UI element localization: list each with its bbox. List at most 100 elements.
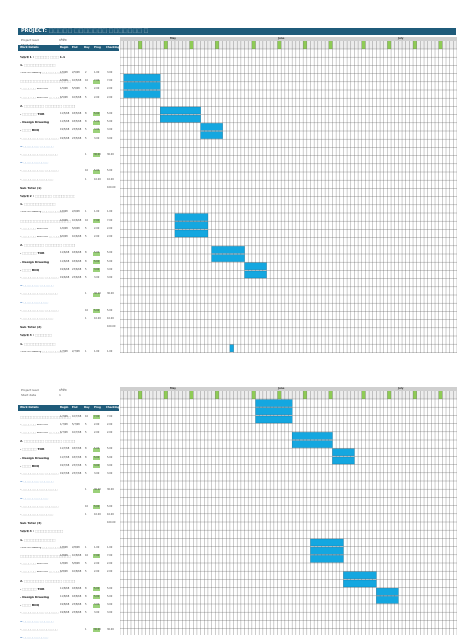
col-pct: Prog xyxy=(94,406,101,409)
task-progress: 10.00 xyxy=(94,512,101,516)
weekend-highlight xyxy=(163,41,168,49)
weekend-highlight xyxy=(438,41,443,49)
task-row: 1. ⬚⬚⬚⬚⬚⬚⬚⬚⬚⬚⬚ xyxy=(18,201,119,209)
gantt-bar xyxy=(310,547,344,555)
task-hours: 5.00 xyxy=(107,251,113,255)
progress-highlight xyxy=(93,219,100,224)
task-name: - ⬚⬚⬚⬚ ⬚⬚ Boom Lift ⬚⬚ ⬚⬚⬚ xyxy=(20,571,61,574)
task-hours: 2.00 xyxy=(107,226,113,230)
progress-highlight xyxy=(93,169,100,174)
task-days: 5 xyxy=(85,226,87,230)
task-name: Sub Total (3) xyxy=(20,522,42,526)
task-row: - ⬚⬚⬚⬚⬚⬚⬚⬚⬚⬚⬚⬚⬚⬚⬚⬚ 1 30.00 30.00 xyxy=(18,626,119,634)
task-start-date: 6/5/68 xyxy=(60,95,68,99)
task-end-date: 5/6/68 xyxy=(72,226,80,230)
progress-highlight xyxy=(93,153,100,158)
task-row: 4. ⬚⬚⬚⬚⬚⬚⬚⬚⬚⬚⬚ xyxy=(18,299,119,307)
task-start-date: 19/6/68 xyxy=(60,267,70,271)
task-row: 3. ⬚⬚⬚⬚⬚⬚⬚ ⬚⬚⬚⬚⬚⬚ xyxy=(18,143,119,151)
task-days: 5 xyxy=(85,570,87,574)
task-row: - Kick Off Meeting ⬚⬚⬚⬚⬚⬚⬚⬚⬚⬚ 1/7/68 2/7/6… xyxy=(18,348,119,356)
task-name: - ⬚⬚⬚⬚ ⬚⬚ Boom Lift ⬚⬚ ⬚⬚⬚ xyxy=(20,431,61,434)
gantt-sheet-1: PROJECT: ⬚⬚⬚⬚⬚ ⬚⬚⬚⬚⬚⬚⬚ ⬚⬚⬚⬚⬚⬚⬚ ⬚ Project… xyxy=(18,28,457,353)
task-hours: 5.00 xyxy=(107,111,113,115)
gantt-sheet-2: Project lead บริษัท Start date 1 May Jun… xyxy=(18,386,457,639)
task-hours: 5.00 xyxy=(107,120,113,124)
task-start-date: 6/8/68 xyxy=(60,570,68,574)
gantt-bar xyxy=(310,538,344,547)
task-name: - Kick Off Meeting ⬚⬚⬚⬚⬚⬚⬚⬚⬚⬚ xyxy=(20,350,65,353)
task-progress: 7.00 xyxy=(94,79,100,83)
progress-highlight xyxy=(93,488,100,493)
task-start-date: 19/7/68 xyxy=(60,463,70,467)
gantt-bar xyxy=(174,213,209,221)
task-end-date: 2/5/68 xyxy=(72,70,80,74)
task-name: - ⬚⬚⬚⬚⬚⬚⬚⬚⬚⬚⬚⬚⬚⬚ xyxy=(20,178,54,181)
task-progress: 5.00 xyxy=(94,111,100,115)
task-hours: 2.00 xyxy=(107,562,113,566)
column-header: Work Details Begin End Day Prog Checking xyxy=(18,405,119,411)
meta-label: Start date xyxy=(21,393,37,397)
task-days: 1 xyxy=(85,488,87,492)
task-hours: 30.00 xyxy=(107,627,114,631)
task-progress: 2.00 xyxy=(94,226,100,230)
task-end-date: 2/8/68 xyxy=(72,545,80,549)
col-days: Day xyxy=(84,406,90,409)
task-start-date: 1/8/68 xyxy=(60,562,68,566)
weekend-highlight xyxy=(303,41,307,49)
progress-highlight xyxy=(93,112,100,117)
task-name: ระยะที่ 3 : ⬚⬚⬚⬚⬚⬚ xyxy=(20,334,52,338)
gantt-bar xyxy=(332,456,355,465)
task-days: 1 xyxy=(85,292,87,296)
task-start-date: 1/8/68 xyxy=(60,553,68,557)
meta-row-1: Project lead บริษัท xyxy=(21,388,66,392)
month-label: June xyxy=(278,37,285,40)
task-name: - ⬚⬚⬚⬚⬚ TOR xyxy=(20,448,45,452)
task-row: 2. ⬚⬚⬚⬚⬚⬚⬚ ⬚⬚⬚⬚⬚⬚ ⬚⬚⬚⬚⬚⬚ TOR xyxy=(18,242,119,250)
page-title: PROJECT: ⬚⬚⬚⬚⬚ ⬚⬚⬚⬚⬚⬚⬚ ⬚⬚⬚⬚⬚⬚⬚ ⬚ xyxy=(18,28,456,35)
task-row: ระยะที่ 4 : ⬚⬚⬚⬚⬚⬚⬚⬚⬚⬚ xyxy=(18,528,119,536)
task-row: - ⬚⬚⬚⬚ ⬚⬚ Boom Lift ⬚⬚ ⬚⬚⬚ 6/6/68 10/6/68 5… xyxy=(18,233,119,241)
task-name: - Kick Off Meeting ⬚⬚⬚⬚⬚⬚⬚⬚⬚⬚ xyxy=(20,211,65,214)
task-name: 4. ⬚⬚⬚⬚⬚⬚⬚⬚⬚⬚⬚ xyxy=(20,162,49,165)
task-end-date: 18/5/68 xyxy=(72,120,82,124)
task-hours: 5.00 xyxy=(107,586,113,590)
task-start-date: 11/8/68 xyxy=(60,594,70,598)
task-hours: 100.00 xyxy=(107,521,116,525)
task-name: - ⬚⬚⬚⬚⬚⬚⬚⬚⬚⬚ ⬚⬚⬚⬚⬚⬚ xyxy=(20,505,59,508)
gantt-bar xyxy=(211,246,245,254)
task-name: - ⬚⬚⬚⬚⬚⬚⬚⬚⬚⬚ ⬚⬚⬚⬚⬚⬚ xyxy=(20,472,59,475)
month-header: May June July xyxy=(120,37,457,41)
task-days: 1 xyxy=(85,152,87,156)
task-end-date: 2/7/68 xyxy=(72,349,80,353)
task-row: - ⬚⬚⬚⬚⬚⬚⬚⬚⬚⬚⬚⬚⬚⬚ 1 10.00 10.00 xyxy=(18,511,119,519)
weekend-highlight xyxy=(277,41,282,49)
task-days: 8 xyxy=(85,594,87,598)
task-name: - ⬚⬚⬚⬚ ⬚⬚ Boom Lift xyxy=(20,423,49,426)
task-end-date: 18/7/68 xyxy=(72,455,82,459)
task-progress: 5.00 xyxy=(94,120,100,124)
task-name: ⬚⬚⬚⬚⬚⬚⬚⬚⬚⬚⬚⬚⬚⬚⬚⬚⬚⬚ xyxy=(20,554,72,558)
progress-highlight xyxy=(93,447,100,452)
task-hours: 7.00 xyxy=(107,218,113,222)
gantt-bar xyxy=(123,74,161,82)
task-name: - Design Drawing xyxy=(20,121,50,125)
task-hours: 1.00 xyxy=(107,545,113,549)
task-progress: 2.00 xyxy=(94,570,100,574)
task-hours: 2.00 xyxy=(107,234,113,238)
weekend-highlight xyxy=(361,41,366,49)
task-row: - ⬚⬚⬚⬚⬚⬚⬚⬚⬚⬚ ⬚⬚⬚⬚⬚⬚ 19/7/68 23/7/68 5 3.00 3.… xyxy=(18,470,119,478)
progress-highlight xyxy=(93,79,100,84)
task-start-date: 1/5/68 xyxy=(60,70,68,74)
weekend-highlight xyxy=(328,41,333,49)
task-row: 1. ⬚⬚⬚⬚⬚⬚⬚⬚⬚⬚⬚ xyxy=(18,61,119,69)
task-row: - ⬚⬚⬚⬚ ⬚⬚ Boom Lift 1/6/68 5/6/68 5 2.00 2.00 xyxy=(18,225,119,233)
month-label: May xyxy=(170,387,176,390)
progress-highlight xyxy=(93,587,100,592)
task-progress: 5.00 xyxy=(94,586,100,590)
gantt-bar xyxy=(292,432,333,440)
task-hours: 10.00 xyxy=(107,316,114,320)
task-name: 1. ⬚⬚⬚⬚⬚⬚⬚⬚⬚⬚⬚ xyxy=(20,538,56,542)
task-progress: 10.00 xyxy=(94,177,101,181)
task-name: - ⬚⬚⬚⬚ ⬚⬚ Boom Lift ⬚⬚ ⬚⬚⬚ xyxy=(20,235,61,238)
